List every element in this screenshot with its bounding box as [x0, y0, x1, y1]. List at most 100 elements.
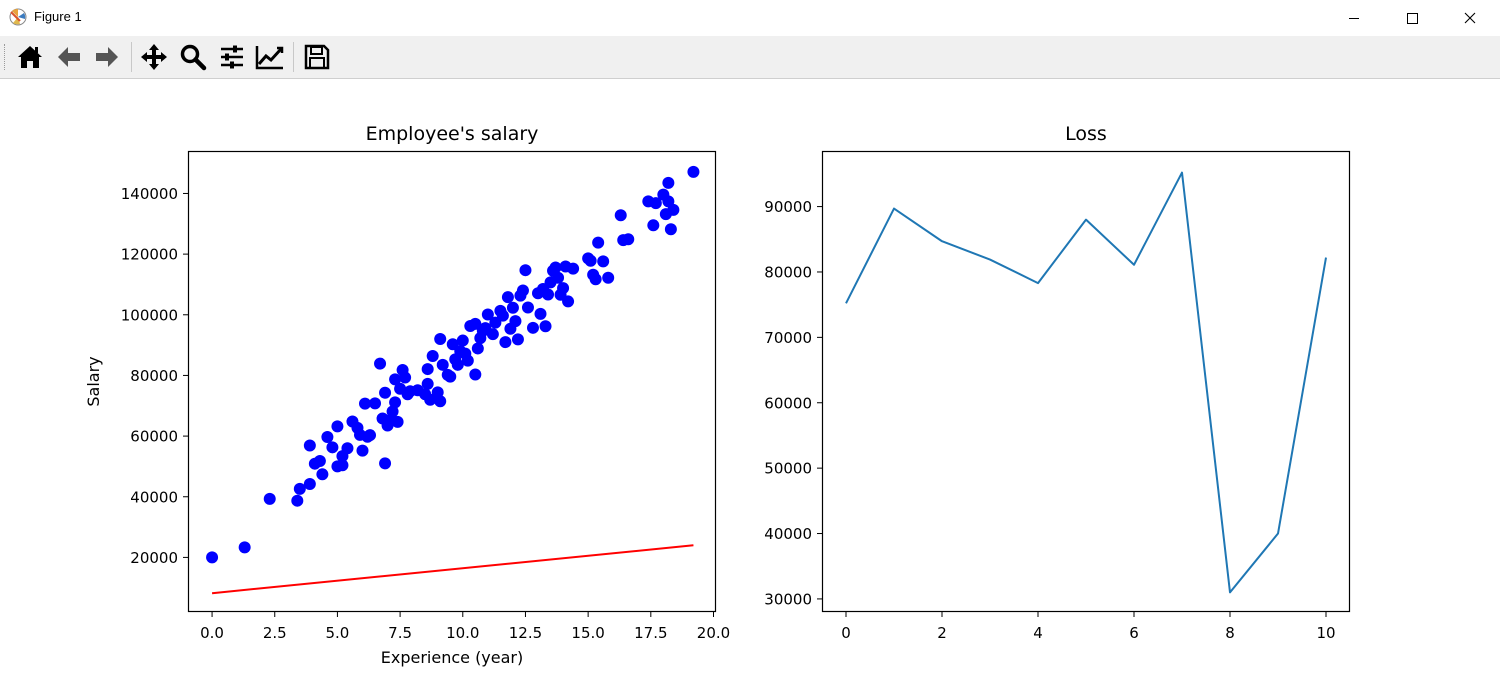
matplotlib-icon	[8, 7, 28, 27]
loss-loss-line	[845, 171, 1327, 594]
toolbar-separator	[131, 42, 132, 72]
salary-y-tick-label: 60000	[130, 428, 178, 446]
salary-data-point	[421, 363, 434, 376]
loss-y-tick-label: 30000	[764, 590, 812, 608]
loss-y-tick-label: 60000	[764, 394, 812, 412]
salary-data-point	[469, 368, 482, 381]
loss-x-tick-label: 6	[1129, 624, 1139, 642]
salary-data-point	[562, 295, 575, 308]
salary-x-tick-label: 2.5	[263, 624, 287, 642]
salary-data-point	[521, 301, 534, 314]
salary-data-point	[516, 284, 529, 297]
save-button[interactable]	[300, 40, 334, 74]
salary-x-tick-label: 12.5	[509, 624, 542, 642]
salary-y-tick-label: 20000	[130, 549, 178, 567]
salary-data-point	[506, 301, 519, 314]
salary-data-point	[263, 492, 276, 505]
salary-regression-line	[211, 544, 694, 595]
salary-data-point	[356, 444, 369, 457]
home-icon	[18, 46, 42, 68]
salary-data-point	[664, 223, 677, 236]
loss-y-tick-label: 40000	[764, 525, 812, 543]
salary-data-point	[567, 262, 580, 275]
salary-data-point	[313, 454, 326, 467]
back-button[interactable]	[52, 40, 86, 74]
salary-data-point	[238, 541, 251, 554]
salary-data-point	[389, 373, 402, 386]
window-title: Figure 1	[34, 9, 82, 24]
salary-data-point	[526, 321, 539, 334]
salary-data-point	[471, 342, 484, 355]
salary-x-axis-label: Experience (year)	[381, 648, 524, 667]
salary-data-point	[316, 468, 329, 481]
salary-axes[interactable]: Employee's salary Experience (year) Sala…	[84, 123, 730, 667]
zoom-button[interactable]	[176, 40, 210, 74]
salary-data-point	[444, 370, 457, 383]
salary-x-tick-label: 20.0	[697, 624, 730, 642]
salary-data-point	[549, 261, 562, 274]
salary-chart-title: Employee's salary	[366, 123, 539, 145]
salary-data-point	[421, 377, 434, 390]
salary-y-tick-label: 100000	[121, 306, 178, 324]
loss-axes[interactable]: Loss 0 2 4 6 8 10 30000 40000 50000 60000 70000 800…	[764, 123, 1351, 642]
salary-data-point	[303, 478, 316, 491]
window-titlebar: Figure 1	[0, 0, 1500, 36]
loss-x-tick-label: 0	[841, 624, 851, 642]
salary-data-point	[434, 395, 447, 408]
loss-x-tick-label: 2	[937, 624, 947, 642]
salary-data-point	[379, 386, 392, 399]
salary-data-point	[534, 307, 547, 320]
maximize-icon	[1407, 13, 1418, 24]
loss-y-tick-label: 70000	[764, 329, 812, 347]
salary-data-point	[486, 328, 499, 341]
salary-data-point	[374, 357, 387, 370]
minimize-button[interactable]	[1325, 0, 1383, 36]
configure-subplots-button[interactable]	[215, 40, 249, 74]
edit-axis-button[interactable]	[253, 40, 287, 74]
salary-data-point	[434, 333, 447, 346]
salary-data-point	[436, 358, 449, 371]
salary-data-point	[589, 273, 602, 286]
salary-y-axis-label: Salary	[84, 356, 103, 406]
loss-x-tick-label: 10	[1316, 624, 1335, 642]
salary-y-tick-label: 140000	[121, 185, 178, 203]
salary-data-point	[446, 338, 459, 351]
salary-data-point	[389, 396, 402, 409]
salary-data-point	[622, 233, 635, 246]
salary-x-tick-label: 5.0	[325, 624, 349, 642]
salary-y-tick-label: 40000	[130, 488, 178, 506]
arrow-right-icon	[96, 47, 118, 67]
close-button[interactable]	[1441, 0, 1499, 36]
forward-button[interactable]	[90, 40, 124, 74]
home-button[interactable]	[13, 40, 47, 74]
salary-data-point	[391, 415, 404, 428]
salary-data-point	[364, 429, 377, 442]
salary-data-point	[399, 371, 412, 384]
salary-x-tick-label: 7.5	[388, 624, 412, 642]
loss-y-tick-label: 80000	[764, 263, 812, 281]
salary-data-point	[511, 333, 524, 346]
salary-x-tick-label: 17.5	[634, 624, 667, 642]
zoom-icon	[180, 44, 207, 71]
salary-data-point	[614, 209, 627, 222]
salary-data-point	[592, 236, 605, 249]
figure-canvas[interactable]: Employee's salary Experience (year) Sala…	[0, 79, 1500, 679]
salary-data-point	[303, 439, 316, 452]
salary-data-point	[469, 317, 482, 330]
chart-line-icon	[255, 46, 284, 70]
salary-data-point	[552, 271, 565, 284]
salary-axes-frame	[187, 150, 717, 613]
pan-button[interactable]	[137, 40, 171, 74]
arrow-left-icon	[58, 47, 80, 67]
salary-data-point	[602, 271, 615, 284]
salary-y-tick-label: 120000	[121, 246, 178, 264]
salary-data-point	[649, 197, 662, 210]
loss-x-tick-label: 8	[1225, 624, 1235, 642]
loss-chart-title: Loss	[1065, 123, 1107, 145]
salary-data-point	[539, 320, 552, 333]
salary-data-point	[326, 441, 339, 454]
salary-data-point	[557, 282, 570, 295]
salary-data-point	[336, 459, 349, 472]
maximize-button[interactable]	[1383, 0, 1441, 36]
salary-data-point	[597, 255, 610, 268]
